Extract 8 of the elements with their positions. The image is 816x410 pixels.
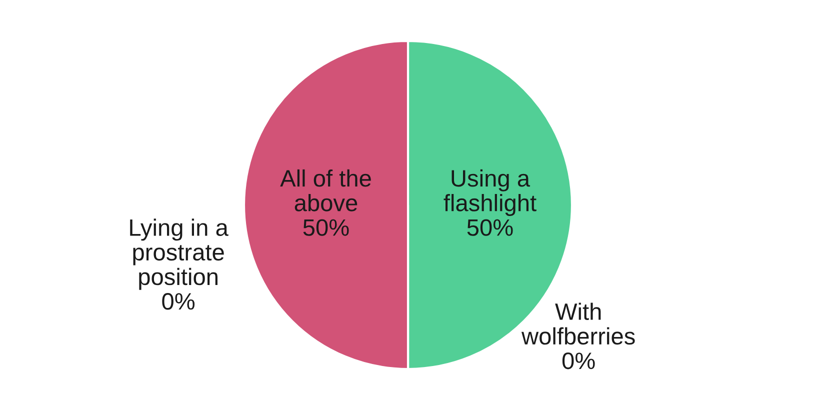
slice-label: Using a flashlight xyxy=(444,169,536,216)
data-label: 50% xyxy=(303,219,349,236)
slice-label: All of the above xyxy=(280,169,371,212)
category-label: With wolfberries xyxy=(521,302,635,345)
text: 0% xyxy=(562,352,595,370)
data-label: 50% xyxy=(467,219,513,236)
text: 0% xyxy=(162,293,195,310)
category-label: Lying in a prostrate position xyxy=(130,218,228,290)
